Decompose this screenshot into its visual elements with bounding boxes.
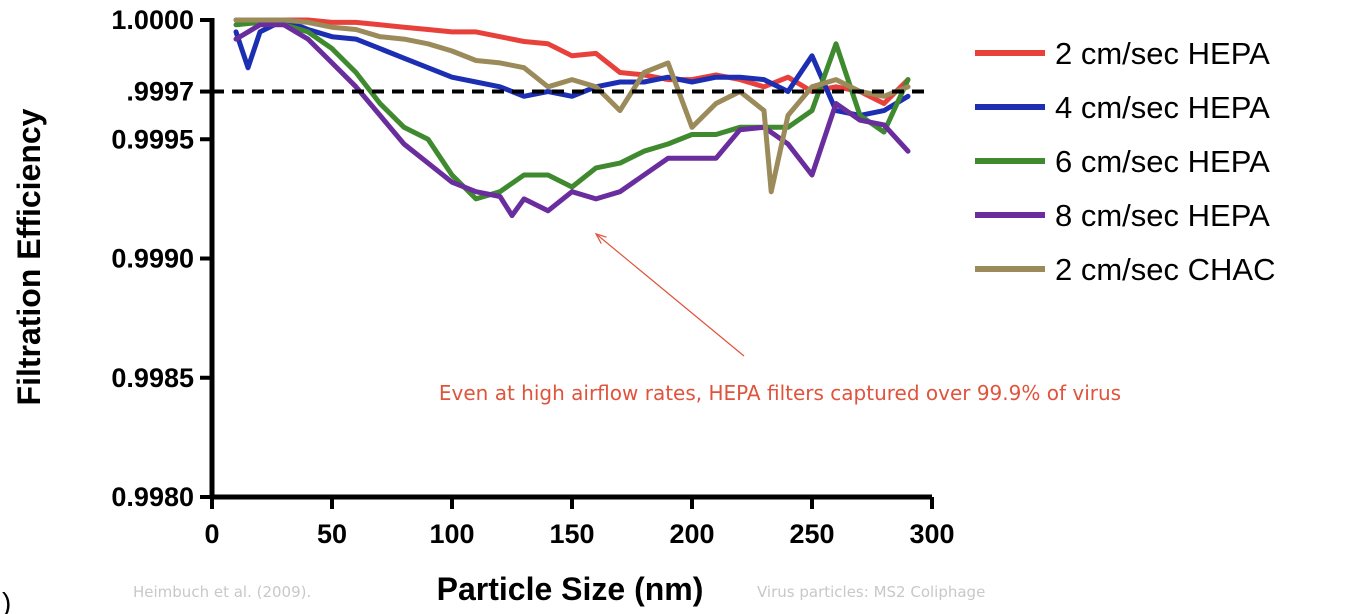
x-axis-title: Particle Size (nm) xyxy=(437,571,704,607)
series-line-2 xyxy=(233,17,911,118)
legend-label-5: 2 cm/sec CHAC xyxy=(1055,252,1275,287)
y-tick-label: 1.0000 xyxy=(111,5,194,35)
axes: 0.9980 0.9985 0.9990 0.9995 .9997 1.0000 0 50 10… xyxy=(111,5,954,549)
x-tick-label: 250 xyxy=(789,519,834,549)
legend-label-1: 2 cm/sec HEPA xyxy=(1055,36,1270,71)
y-axis-title: Filtration Efficiency xyxy=(11,108,47,405)
x-tick-label: 100 xyxy=(429,519,474,549)
x-tick-label: 0 xyxy=(204,519,219,549)
x-tick-label: 200 xyxy=(669,519,714,549)
annotation-arrow xyxy=(595,233,745,357)
annotation: Even at high airflow rates, HEPA filters… xyxy=(439,232,1121,405)
y-tick-label: .9997 xyxy=(126,77,194,107)
annotation-text: Even at high airflow rates, HEPA filters… xyxy=(439,381,1121,405)
y-tick-label: 0.9995 xyxy=(111,124,194,154)
x-tick-label: 50 xyxy=(317,519,347,549)
y-tick-label: 0.9990 xyxy=(111,244,194,274)
legend-label-3: 6 cm/sec HEPA xyxy=(1055,144,1270,179)
edge-glyph: ) xyxy=(2,587,11,614)
credit-left: Heimbuch et al. (2009). xyxy=(133,583,311,601)
x-tick-label: 150 xyxy=(549,519,594,549)
legend: 2 cm/sec HEPA 4 cm/sec HEPA 6 cm/sec HEPA 8… xyxy=(975,36,1275,287)
x-tick-label: 300 xyxy=(909,519,954,549)
series-layer xyxy=(233,17,911,219)
legend-label-4: 8 cm/sec HEPA xyxy=(1055,198,1270,233)
series-line-3 xyxy=(233,19,911,202)
annotation-arrowhead xyxy=(594,232,607,244)
y-tick-label: 0.9980 xyxy=(111,482,194,512)
legend-label-2: 4 cm/sec HEPA xyxy=(1055,90,1270,125)
series-line-4 xyxy=(233,22,911,219)
y-tick-label: 0.9985 xyxy=(111,363,194,393)
series-line-5 xyxy=(233,17,911,195)
credit-right: Virus particles: MS2 Coliphage xyxy=(757,583,985,601)
